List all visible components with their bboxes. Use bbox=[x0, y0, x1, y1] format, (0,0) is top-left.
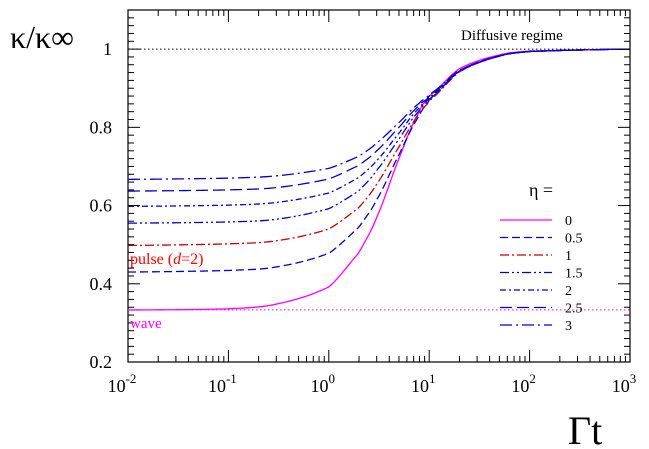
y-axis-label: κ/κ∞ bbox=[10, 19, 74, 55]
y-axis-label-main: κ/κ∞ bbox=[10, 19, 74, 55]
diffusive-regime-label: Diffusive regime bbox=[461, 28, 563, 44]
series-line-eta-1.5 bbox=[127, 48, 631, 224]
x-tick-label: 102 bbox=[511, 371, 536, 396]
legend-label: 1.5 bbox=[565, 267, 583, 282]
legend-label: 3 bbox=[565, 319, 572, 334]
y-tick-label: 0.6 bbox=[90, 196, 113, 216]
series-line-eta-1 bbox=[127, 48, 631, 247]
y-tick-label: 1 bbox=[103, 39, 112, 59]
legend-label: 1 bbox=[565, 249, 572, 264]
y-tick-label: 0.2 bbox=[90, 352, 113, 372]
series-line-eta-0.5 bbox=[127, 48, 631, 273]
x-tick-label: 10-1 bbox=[208, 371, 237, 396]
y-tick-label: 0.4 bbox=[90, 274, 113, 294]
axis-ticks bbox=[127, 9, 631, 363]
x-tick-label: 101 bbox=[411, 371, 436, 396]
x-tick-label: 103 bbox=[612, 371, 637, 396]
legend-label: 2.5 bbox=[565, 302, 583, 317]
legend-label: 0.5 bbox=[565, 232, 583, 247]
x-tick-label: 10-2 bbox=[108, 371, 137, 396]
series-lines bbox=[127, 48, 631, 311]
series-line-eta-2.5 bbox=[127, 48, 631, 192]
plot-area bbox=[127, 9, 631, 363]
pulse-annotation-text: pulse (d=2) bbox=[130, 251, 203, 268]
legend-label: 0 bbox=[565, 214, 572, 229]
legend-items: 0 0.5 1 1.5 2 2.5 3 bbox=[500, 214, 583, 334]
x-axis-label: Γt bbox=[568, 408, 602, 449]
series-line-eta-3 bbox=[127, 48, 631, 180]
legend-label: 2 bbox=[565, 284, 572, 299]
plot-frame bbox=[127, 9, 631, 363]
pulse-annotation: pulse (d=2) bbox=[130, 251, 203, 268]
series-line-eta-2 bbox=[127, 48, 631, 207]
legend-title: η = bbox=[529, 180, 553, 200]
wave-label: wave bbox=[130, 316, 162, 332]
legend: η = 0 0.5 1 1.5 2 2.5 3 bbox=[500, 180, 583, 334]
x-tick-label: 100 bbox=[311, 371, 336, 396]
y-tick-label: 0.8 bbox=[90, 117, 113, 137]
